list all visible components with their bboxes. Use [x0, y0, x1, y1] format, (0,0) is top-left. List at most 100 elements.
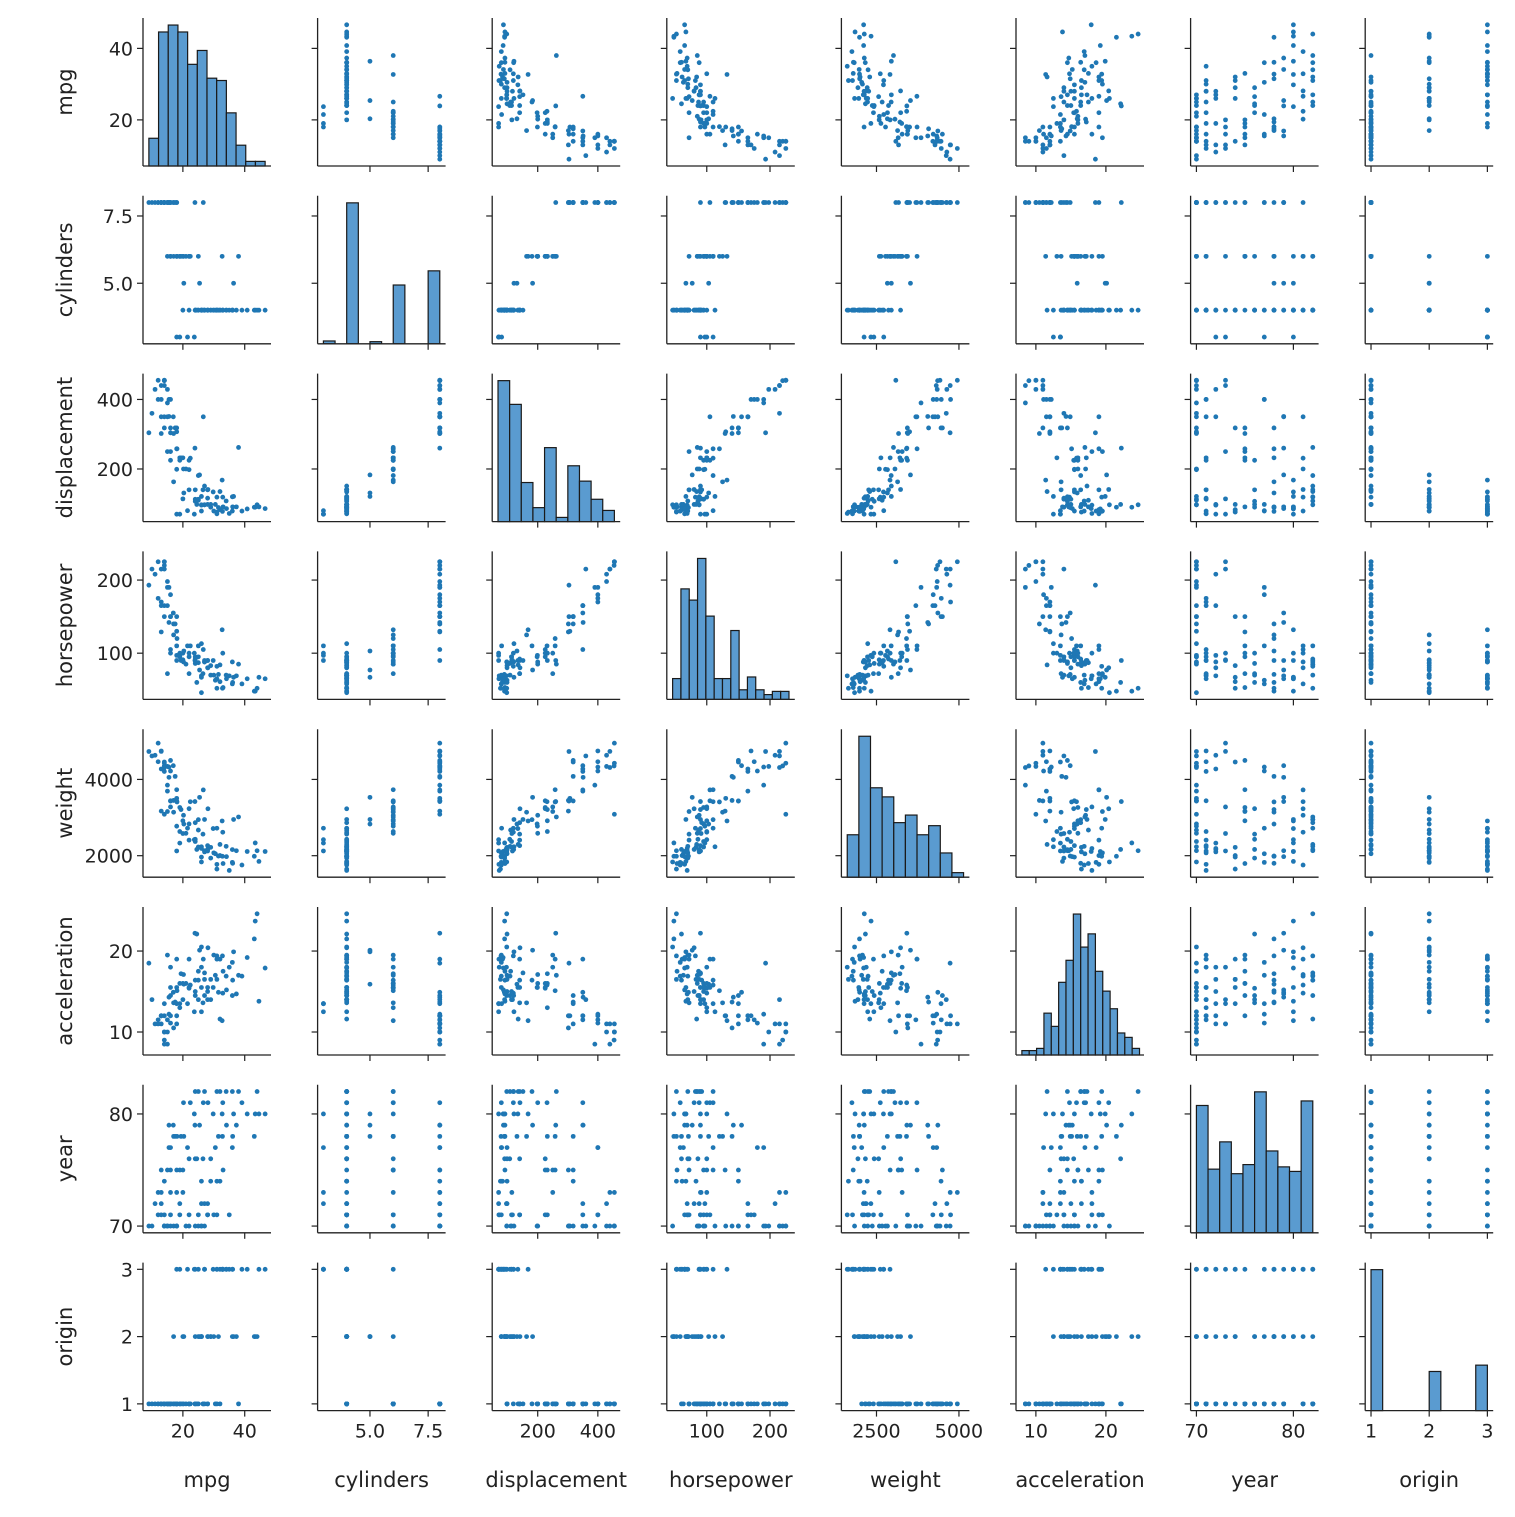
- data-point: [391, 1190, 396, 1195]
- data-point: [1369, 741, 1374, 746]
- data-point: [1223, 125, 1228, 130]
- data-point: [1089, 22, 1094, 27]
- data-point: [437, 957, 442, 962]
- data-point: [1243, 685, 1248, 690]
- data-point: [171, 810, 176, 815]
- data-point: [1233, 502, 1238, 507]
- data-point: [391, 965, 396, 970]
- data-point: [1369, 53, 1374, 58]
- data-point: [1040, 614, 1045, 619]
- data-point: [1291, 689, 1296, 694]
- data-point: [1243, 455, 1248, 460]
- data-point: [1194, 828, 1199, 833]
- data-point: [344, 60, 349, 65]
- data-point: [1072, 490, 1077, 495]
- data-point: [845, 64, 850, 69]
- data-point: [1204, 673, 1209, 678]
- data-point: [566, 630, 571, 635]
- data-point: [896, 1013, 901, 1018]
- data-point: [704, 981, 709, 986]
- data-point: [876, 308, 881, 313]
- data-point: [1369, 806, 1374, 811]
- data-point: [1223, 651, 1228, 656]
- data-point: [201, 647, 206, 652]
- data-point: [896, 143, 901, 148]
- data-point: [935, 579, 940, 584]
- data-point: [889, 59, 894, 64]
- data-point: [171, 633, 176, 638]
- data-point: [711, 978, 716, 983]
- data-point: [1252, 94, 1257, 99]
- histogram-bar: [178, 32, 188, 166]
- data-point: [501, 966, 506, 971]
- data-point: [344, 658, 349, 663]
- data-point: [913, 135, 918, 140]
- data-point: [174, 467, 179, 472]
- histogram-bar: [739, 690, 747, 700]
- data-point: [883, 125, 888, 130]
- data-point: [344, 672, 349, 677]
- data-point: [851, 969, 856, 974]
- data-point: [1485, 686, 1490, 691]
- data-point: [736, 1013, 741, 1018]
- data-point: [711, 109, 716, 114]
- data-point: [502, 936, 507, 941]
- data-point: [1090, 96, 1095, 101]
- panel-horsepower-vs-cylinders: [312, 551, 446, 705]
- data-point: [220, 819, 225, 824]
- data-point: [1369, 986, 1374, 991]
- data-point: [230, 1145, 235, 1150]
- data-point: [1023, 783, 1028, 788]
- data-point: [857, 676, 862, 681]
- data-point: [1243, 1013, 1248, 1018]
- data-point: [1047, 431, 1052, 436]
- data-point: [496, 658, 501, 663]
- data-point: [1485, 100, 1490, 105]
- data-point: [1051, 641, 1056, 646]
- data-point: [368, 822, 373, 827]
- panel-mpg-vs-origin: [1359, 18, 1493, 172]
- data-point: [1427, 641, 1432, 646]
- data-point: [1427, 911, 1432, 916]
- data-point: [1204, 798, 1209, 803]
- data-point: [1068, 505, 1073, 510]
- data-point: [891, 445, 896, 450]
- data-point: [704, 335, 709, 340]
- data-point: [321, 104, 326, 109]
- data-point: [437, 1179, 442, 1184]
- data-point: [761, 765, 766, 770]
- data-point: [1369, 972, 1374, 977]
- data-point: [1262, 860, 1267, 865]
- histogram-bar: [1066, 960, 1073, 1055]
- data-point: [915, 125, 920, 130]
- data-point: [344, 966, 349, 971]
- data-point: [1043, 478, 1048, 483]
- data-point: [171, 431, 176, 436]
- data-point: [1059, 671, 1064, 676]
- data-point: [1089, 849, 1094, 854]
- data-point: [1223, 831, 1228, 836]
- data-point: [391, 824, 396, 829]
- data-point: [391, 53, 396, 58]
- data-point: [220, 495, 225, 500]
- data-point: [1291, 335, 1296, 340]
- data-point: [437, 1042, 442, 1047]
- data-point: [1045, 308, 1050, 313]
- data-point: [1075, 651, 1080, 656]
- data-point: [1291, 1018, 1296, 1023]
- data-point: [1262, 308, 1267, 313]
- data-point: [1097, 414, 1102, 419]
- data-point: [1084, 807, 1089, 812]
- data-point: [1223, 559, 1228, 564]
- data-point: [437, 426, 442, 431]
- data-point: [1072, 308, 1077, 313]
- panel-year-vs-cylinders: [312, 1085, 446, 1239]
- data-point: [674, 78, 679, 83]
- data-point: [230, 861, 235, 866]
- panel-mpg-vs-acceleration: [1010, 18, 1144, 172]
- data-point: [437, 414, 442, 419]
- data-point: [1041, 592, 1046, 597]
- data-point: [553, 104, 558, 109]
- data-point: [1061, 658, 1066, 663]
